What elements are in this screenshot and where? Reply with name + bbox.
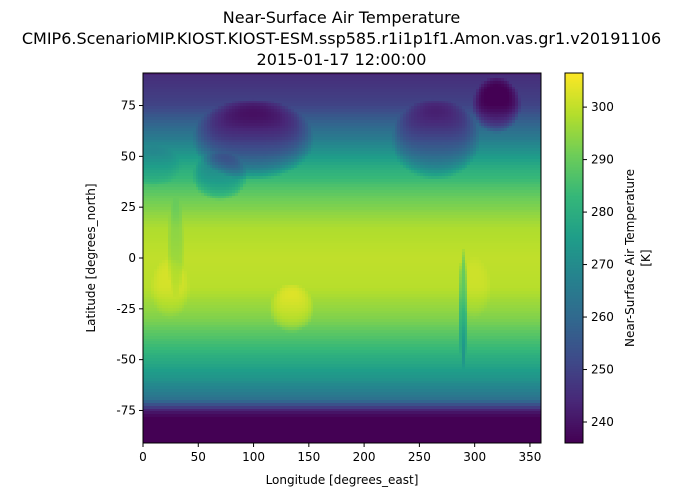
x-tick-label: 50: [191, 450, 206, 464]
x-tick-label: 350: [518, 450, 541, 464]
y-tick-label: 0: [128, 251, 136, 265]
y-tick-label: -75: [116, 403, 136, 417]
y-axis-label: Latitude [degrees_north]: [84, 183, 98, 332]
y-tick-label: -50: [116, 353, 136, 367]
chart-subtitle-dataset: CMIP6.ScenarioMIP.KIOST.KIOST-ESM.ssp585…: [21, 29, 662, 48]
colorbar-tick-label: 260: [591, 310, 614, 324]
x-tick-label: 250: [408, 450, 431, 464]
chart-subtitle-time: 2015-01-17 12:00:00: [256, 50, 427, 69]
x-tick-label: 100: [242, 450, 265, 464]
colorbar-label-unit: [K]: [639, 249, 653, 266]
y-tick-label: 50: [121, 149, 136, 163]
x-tick-label: 150: [297, 450, 320, 464]
heatmap: [143, 73, 541, 443]
colorbar-label: Near-Surface Air Temperature: [623, 169, 637, 347]
colorbar-tick-label: 300: [591, 100, 614, 114]
chart-title: Near-Surface Air Temperature: [222, 8, 461, 27]
colorbar-tick-label: 250: [591, 363, 614, 377]
colorbar-tick-label: 290: [591, 153, 614, 167]
colorbar-tick-label: 270: [591, 258, 614, 272]
y-tick-label: 25: [121, 200, 136, 214]
colorbar-tick-label: 240: [591, 415, 614, 429]
x-axis-label: Longitude [degrees_east]: [266, 473, 419, 487]
y-tick-label: 75: [121, 99, 136, 113]
colorbar: [565, 73, 583, 443]
colorbar-tick-label: 280: [591, 205, 614, 219]
x-tick-label: 0: [139, 450, 147, 464]
x-tick-label: 200: [353, 450, 376, 464]
x-tick-label: 300: [463, 450, 486, 464]
colorbar-frame: [564, 72, 584, 444]
plot-frame: [142, 72, 542, 444]
y-tick-label: -25: [116, 302, 136, 316]
